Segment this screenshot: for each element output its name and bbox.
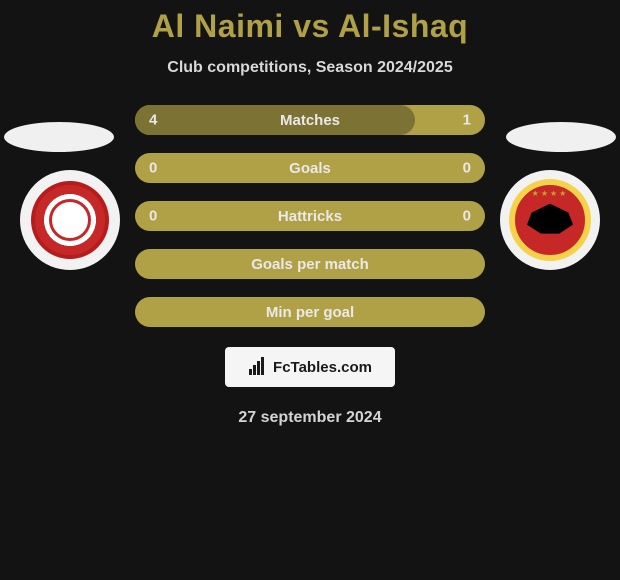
stat-value-right: 0 <box>463 160 471 177</box>
player-shadow-left <box>4 122 114 152</box>
team-badge-right-crest: ★★★★ <box>509 179 591 261</box>
stat-value-left: 0 <box>149 160 157 177</box>
brand-watermark[interactable]: FcTables.com <box>225 347 395 387</box>
stat-row-hattricks: 0 Hattricks 0 <box>135 201 485 231</box>
stat-row-matches: 4 Matches 1 <box>135 105 485 135</box>
team-badge-left[interactable] <box>20 170 120 270</box>
stat-row-min-per-goal: Min per goal <box>135 297 485 327</box>
stat-label: Goals per match <box>251 256 369 273</box>
stat-row-goals: 0 Goals 0 <box>135 153 485 183</box>
stat-label: Hattricks <box>278 208 342 225</box>
stat-value-right: 0 <box>463 208 471 225</box>
stat-label: Matches <box>280 112 340 129</box>
page-subtitle: Club competitions, Season 2024/2025 <box>0 59 620 77</box>
stat-label: Goals <box>289 160 331 177</box>
stat-row-goals-per-match: Goals per match <box>135 249 485 279</box>
stat-label: Min per goal <box>266 304 354 321</box>
date-label: 27 september 2024 <box>0 409 620 427</box>
stat-value-left: 4 <box>149 112 157 129</box>
crown-stars-icon: ★★★★ <box>532 189 569 198</box>
bar-chart-icon <box>248 357 268 377</box>
team-badge-right[interactable]: ★★★★ <box>500 170 600 270</box>
stat-value-left: 0 <box>149 208 157 225</box>
player-shadow-right <box>506 122 616 152</box>
page-title: Al Naimi vs Al-Ishaq <box>0 8 620 45</box>
header: Al Naimi vs Al-Ishaq Club competitions, … <box>0 0 620 77</box>
brand-label: FcTables.com <box>273 359 372 376</box>
stats-bars: 4 Matches 1 0 Goals 0 0 Hattricks 0 Goal… <box>135 105 485 327</box>
stat-fill-left <box>135 105 415 135</box>
team-badge-left-crest <box>31 181 109 259</box>
stat-value-right: 1 <box>463 112 471 129</box>
